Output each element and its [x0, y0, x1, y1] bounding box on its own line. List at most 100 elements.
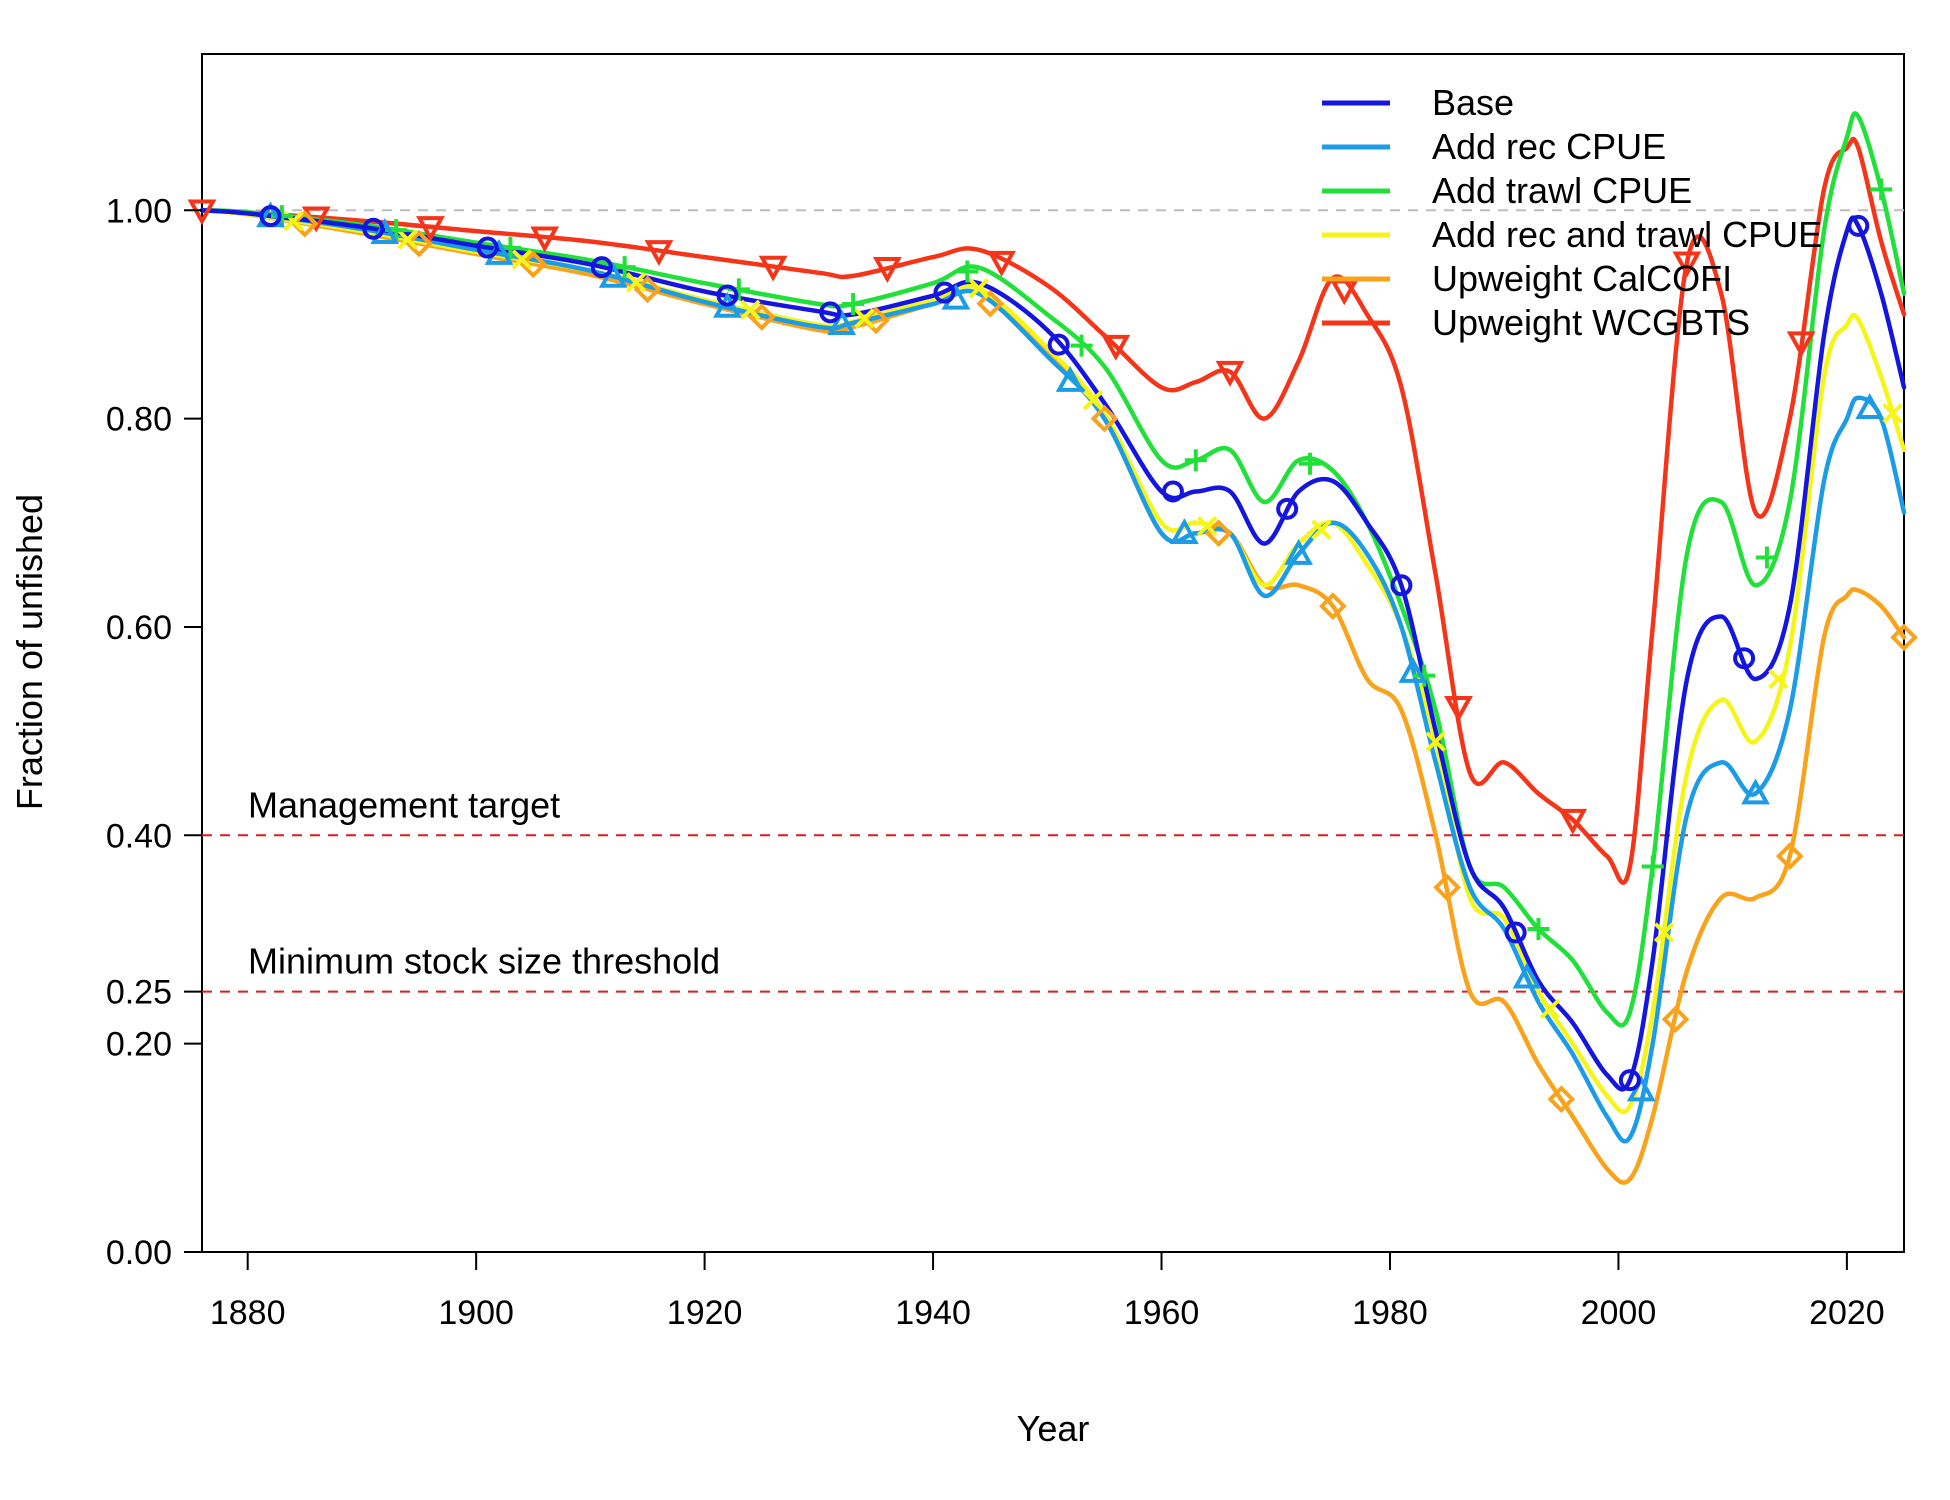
marker-base-9	[1276, 497, 1299, 520]
marker-add-rec-cpue-10	[1398, 656, 1428, 683]
marker-add-rec-and-trawl-cpue-9	[1311, 519, 1332, 540]
marker-upweight-wcgbts-7	[987, 250, 1016, 277]
x-tick-label-7: 2020	[1809, 1294, 1885, 1332]
reference-line-label-1: Management target	[248, 784, 560, 825]
marker-base-3	[590, 256, 613, 279]
plot-frame	[201, 53, 1905, 1253]
reference-lines: Management target Minimum stock size thre…	[202, 209, 1904, 993]
marker-upweight-wcgbts-3	[530, 226, 560, 253]
x-axis: 1880 1900 1920 1940 1960 1980 2000 2020	[210, 1252, 1885, 1332]
marker-add-rec-and-trawl-cpue-11	[1539, 998, 1561, 1020]
y-tick-label-5: 0.80	[106, 401, 172, 439]
marker-upweight-wcgbts-8	[1101, 334, 1131, 361]
marker-add-rec-and-trawl-cpue-2	[511, 249, 533, 270]
marker-upweight-calcofi-14	[1890, 623, 1918, 652]
y-tick-label-6: 1.00	[106, 192, 172, 230]
marker-upweight-wcgbts-11	[1444, 696, 1473, 722]
series-markers	[187, 178, 1918, 1114]
marker-add-rec-and-trawl-cpue-10	[1425, 731, 1446, 752]
y-tick-label-0: 0.00	[106, 1234, 172, 1272]
series-line-add-trawl-cpue	[199, 111, 1907, 1028]
marker-add-trawl-cpue-5	[842, 293, 865, 316]
y-tick-label-4: 0.60	[106, 609, 172, 647]
marker-add-rec-cpue-13	[1741, 778, 1770, 805]
x-tick-label-2: 1920	[667, 1294, 743, 1332]
marker-add-trawl-cpue-11	[1527, 918, 1550, 941]
marker-add-rec-cpue-14	[1855, 393, 1885, 419]
marker-upweight-wcgbts-10	[1329, 279, 1359, 306]
marker-base-1	[362, 217, 385, 240]
marker-add-rec-cpue-8	[1169, 518, 1199, 544]
marker-add-rec-and-trawl-cpue-13	[1768, 668, 1789, 690]
marker-base-10	[1390, 574, 1413, 597]
legend-label-add-rec-and-trawl-cpue: Add rec and trawl CPUE	[1432, 214, 1822, 255]
marker-add-trawl-cpue-9	[1299, 452, 1322, 475]
y-tick-label-2: 0.25	[106, 974, 172, 1012]
marker-upweight-wcgbts-2	[416, 216, 445, 243]
marker-base-14	[1847, 214, 1870, 237]
legend-label-upweight-wcgbts: Upweight WCGBTS	[1432, 302, 1750, 343]
marker-upweight-wcgbts-14	[1786, 331, 1816, 358]
legend-label-upweight-calcofi: Upweight CalCOFI	[1432, 258, 1732, 299]
marker-upweight-calcofi-10	[1433, 873, 1461, 902]
marker-add-trawl-cpue-3	[613, 256, 636, 279]
marker-base-0	[259, 205, 282, 228]
marker-upweight-wcgbts-0	[187, 199, 217, 226]
marker-add-rec-cpue-1	[370, 218, 400, 244]
y-tick-label-3: 0.40	[106, 817, 172, 855]
marker-upweight-calcofi-11	[1547, 1085, 1576, 1114]
marker-base-11	[1504, 921, 1527, 944]
reference-line-label-2: Minimum stock size threshold	[248, 941, 720, 982]
marker-base-8	[1161, 480, 1184, 503]
x-tick-label-6: 2000	[1581, 1294, 1657, 1332]
marker-add-rec-and-trawl-cpue-6	[968, 278, 989, 299]
x-tick-label-1: 1900	[438, 1294, 514, 1332]
y-tick-label-1: 0.20	[106, 1026, 172, 1064]
marker-add-rec-and-trawl-cpue-1	[397, 229, 418, 250]
marker-add-rec-cpue-7	[1055, 365, 1085, 392]
marker-add-rec-and-trawl-cpue-5	[854, 308, 875, 329]
marker-add-trawl-cpue-8	[1184, 449, 1207, 472]
series-line-upweight-calcofi	[199, 208, 1907, 1185]
marker-add-trawl-cpue-13	[1755, 546, 1778, 569]
marker-base-13	[1733, 647, 1756, 670]
marker-add-rec-and-trawl-cpue-4	[740, 299, 761, 321]
marker-upweight-wcgbts-12	[1558, 808, 1588, 835]
marker-base-5	[819, 301, 842, 324]
marker-upweight-wcgbts-5	[758, 255, 788, 282]
x-axis-label: Year	[1017, 1408, 1090, 1449]
marker-add-trawl-cpue-14	[1870, 178, 1893, 201]
marker-upweight-calcofi-13	[1775, 842, 1804, 870]
series-line-base	[199, 208, 1907, 1092]
marker-add-rec-cpue-4	[713, 291, 742, 318]
marker-upweight-wcgbts-9	[1215, 360, 1245, 387]
marker-add-rec-and-trawl-cpue-14	[1882, 403, 1903, 424]
marker-upweight-calcofi-9	[1319, 592, 1347, 620]
marker-upweight-calcofi-1	[405, 229, 433, 258]
marker-base-12	[1618, 1069, 1641, 1092]
marker-add-rec-cpue-12	[1626, 1075, 1656, 1102]
x-tick-label-5: 1980	[1352, 1294, 1428, 1332]
marker-base-2	[476, 236, 499, 259]
marker-add-rec-and-trawl-cpue-7	[1082, 390, 1104, 411]
marker-add-trawl-cpue-10	[1413, 664, 1436, 687]
marker-add-trawl-cpue-7	[1070, 334, 1093, 357]
marker-upweight-calcofi-6	[976, 289, 1005, 318]
marker-add-rec-and-trawl-cpue-8	[1196, 516, 1218, 537]
x-tick-label-0: 1880	[210, 1294, 286, 1332]
marker-add-trawl-cpue-6	[956, 260, 979, 283]
marker-upweight-wcgbts-6	[872, 257, 902, 283]
legend-label-base: Base	[1432, 82, 1514, 123]
marker-base-6	[933, 281, 956, 304]
x-tick-label-3: 1940	[895, 1294, 971, 1332]
marker-upweight-calcofi-0	[290, 209, 319, 238]
marker-add-rec-and-trawl-cpue-3	[625, 272, 647, 293]
marker-upweight-calcofi-12	[1661, 1005, 1690, 1034]
marker-base-7	[1047, 333, 1070, 356]
marker-add-trawl-cpue-12	[1641, 855, 1664, 878]
marker-upweight-calcofi-7	[1090, 404, 1119, 433]
marker-upweight-wcgbts-4	[644, 240, 674, 267]
marker-add-rec-cpue-11	[1512, 962, 1542, 989]
